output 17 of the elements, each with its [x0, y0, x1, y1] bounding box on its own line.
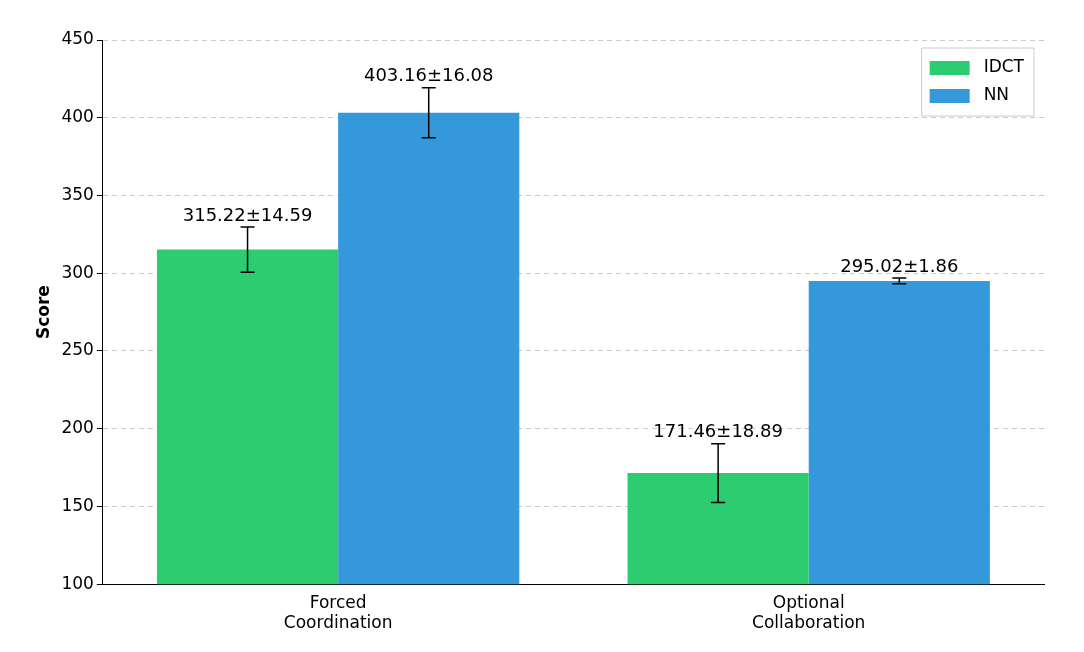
legend-label: IDCT [983, 56, 1025, 77]
data-label: 171.46±18.89 [653, 420, 783, 442]
data-label: 403.16±16.08 [363, 64, 494, 86]
y-tick-label: 150 [61, 494, 94, 515]
y-tick-label: 400 [61, 106, 94, 127]
x-tick-label: Optional Collaboration [752, 591, 866, 633]
y-tick-label: 450 [61, 28, 94, 49]
legend-label: NN [983, 84, 1010, 105]
y-axis-title: Score [32, 285, 53, 340]
y-tick-label: 350 [61, 183, 94, 204]
y-tick-label: 200 [61, 417, 94, 438]
data-label: 295.02±1.86 [840, 254, 959, 276]
y-tick-label: 100 [61, 572, 94, 593]
data-label: 315.22±14.59 [182, 203, 313, 225]
x-tick-label: Forced Coordination [283, 591, 393, 633]
y-tick-label: 250 [61, 339, 94, 360]
y-tick-label: 300 [61, 261, 94, 282]
